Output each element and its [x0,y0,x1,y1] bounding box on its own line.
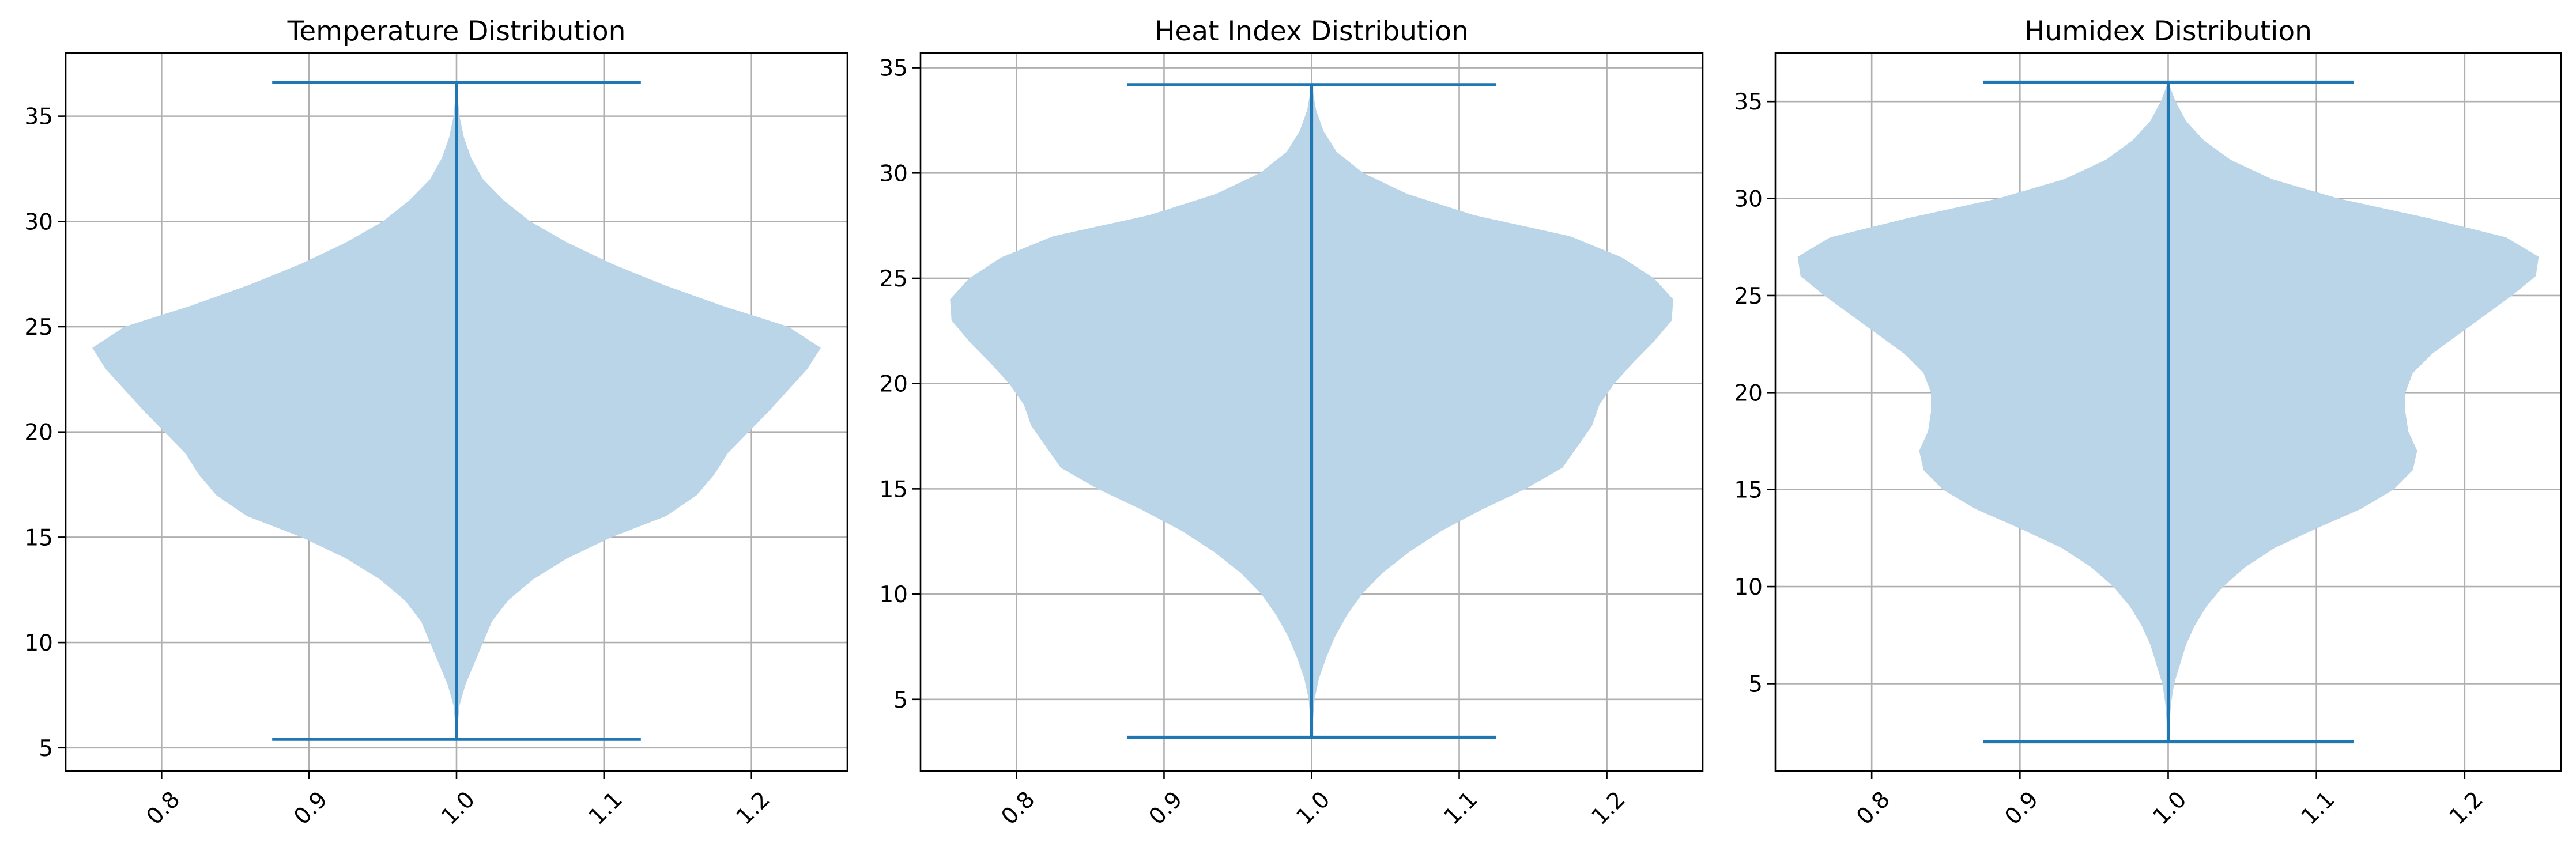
x-tick-label: 0.8 [141,786,185,830]
x-tick-label: 1.0 [436,786,480,830]
y-tick-label: 25 [1734,283,1763,309]
y-tick-label: 20 [24,420,53,446]
x-tick-label: 1.1 [1439,786,1483,830]
chart-title: Heat Index Distribution [1155,16,1469,47]
y-tick-label: 15 [879,477,908,502]
x-tick-label: 1.2 [731,786,775,830]
x-tick-label: 0.8 [1851,786,1895,830]
y-tick-label: 10 [24,630,53,656]
y-tick-label: 5 [893,687,908,713]
y-tick-label: 35 [879,56,908,82]
y-tick-label: 30 [879,161,908,187]
x-tick-label: 0.9 [289,786,333,830]
y-tick-label: 20 [879,372,908,398]
violin-panel-3: 0.8 0.9 1.0 1.1 1.2 5 10 15 20 25 30 35 Humidex Dist… [1734,16,2562,830]
y-tick-label: 15 [24,525,53,551]
x-tick-label: 0.8 [997,786,1040,830]
y-tick-label: 30 [1734,187,1763,213]
y-tick-label: 15 [1734,478,1763,504]
x-tick-label: 1.0 [1292,786,1336,830]
y-tick-label: 25 [24,315,53,341]
x-tick-label: 1.2 [2445,786,2488,830]
x-tick-label: 0.9 [2000,786,2044,830]
y-tick-label: 25 [879,266,908,292]
chart-title: Temperature Distribution [287,16,626,47]
y-tick-label: 10 [879,582,908,608]
x-tick-label: 1.1 [2296,786,2340,830]
x-tick-label: 1.2 [1587,786,1631,830]
violin-panel-2: 0.8 0.9 1.0 1.1 1.2 5 10 15 20 25 30 35 Heat Index D… [879,16,1704,830]
y-tick-label: 35 [24,104,53,130]
y-tick-label: 35 [1734,89,1763,115]
chart-title: Humidex Distribution [2024,16,2312,47]
x-tick-label: 0.9 [1144,786,1188,830]
y-tick-label: 5 [1748,671,1763,697]
y-tick-label: 10 [1734,574,1763,600]
y-tick-label: 30 [24,209,53,235]
y-tick-label: 20 [1734,380,1763,406]
violin-panel-1: 0.8 0.9 1.0 1.1 1.2 5 10 15 20 25 30 35 Temperature … [24,16,848,830]
y-tick-label: 5 [39,736,53,762]
x-tick-label: 1.0 [2148,786,2192,830]
x-tick-label: 1.1 [584,786,628,830]
